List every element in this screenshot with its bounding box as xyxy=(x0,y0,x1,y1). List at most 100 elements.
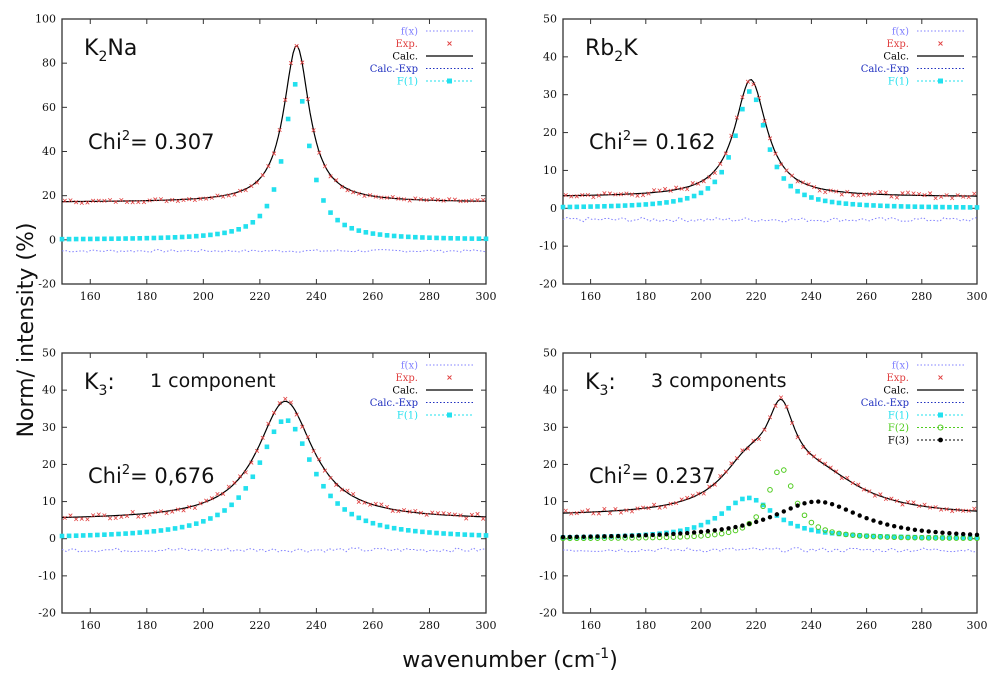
exp-point xyxy=(204,498,209,503)
exp-point xyxy=(696,181,701,186)
f2-point xyxy=(884,534,891,540)
f3-point xyxy=(740,523,745,528)
f1-point xyxy=(885,203,890,209)
f1-point xyxy=(307,457,312,462)
residual-series xyxy=(61,249,487,253)
exp-point xyxy=(867,192,872,197)
exp-point xyxy=(91,513,96,518)
f1-point xyxy=(967,535,973,541)
f1-point xyxy=(857,533,862,538)
f3-point xyxy=(602,534,607,539)
y-tick-label: 100 xyxy=(35,13,56,26)
f1-point xyxy=(299,99,305,104)
legend-label: Calc.-Exp xyxy=(370,64,418,75)
f1-point xyxy=(208,232,213,238)
exp-point xyxy=(475,511,480,517)
exp-point xyxy=(607,191,613,196)
exp-point xyxy=(447,511,452,517)
legend-marker xyxy=(447,412,452,418)
exp-point xyxy=(458,513,463,518)
x-tick-label: 260 xyxy=(362,619,383,632)
f1-point xyxy=(356,515,362,521)
exp-point xyxy=(905,190,911,195)
exp-point xyxy=(939,194,944,199)
f2-point xyxy=(843,531,849,538)
exp-point xyxy=(102,198,107,203)
x-tick-label: 280 xyxy=(911,619,932,632)
f1-point xyxy=(767,147,773,152)
chi-value: = 0.162 xyxy=(631,130,715,154)
exp-point xyxy=(288,60,294,66)
exp-point xyxy=(170,509,175,514)
f1-point xyxy=(222,230,227,236)
exp-point xyxy=(756,436,762,442)
exp-point xyxy=(834,189,839,194)
f1-point xyxy=(314,471,319,477)
f1-point xyxy=(123,531,128,536)
exp-point xyxy=(328,475,333,481)
exp-point xyxy=(209,496,214,501)
exp-point xyxy=(413,196,418,201)
exp-point xyxy=(260,173,265,178)
exp-point xyxy=(74,517,79,522)
x-tick-label: 200 xyxy=(691,290,712,303)
exp-point xyxy=(795,435,800,440)
panel-title: K2Na xyxy=(84,36,137,65)
chi-squared-label: Chi2= 0.162 xyxy=(589,129,715,154)
residual-series xyxy=(562,216,978,223)
legend-sample xyxy=(447,375,452,380)
panel-title-main: K xyxy=(585,370,600,395)
f1-point xyxy=(940,535,945,540)
residual-series xyxy=(562,547,978,553)
exp-point xyxy=(767,136,773,141)
f1-point xyxy=(186,523,192,528)
chi-text: Chi xyxy=(589,464,623,488)
legend-label: F(2) xyxy=(888,423,909,434)
legend-marker xyxy=(938,78,943,84)
f1-point xyxy=(158,528,164,533)
exp-point xyxy=(362,500,367,505)
exp-point xyxy=(762,427,767,432)
f1-point xyxy=(657,200,662,206)
chi-text: Chi xyxy=(88,464,122,488)
x-tick-label: 260 xyxy=(362,290,383,303)
chart-panel-4: -20 -10 0 10 20 30 40 50 160 180 200 220 240 260 280 30… xyxy=(539,347,987,633)
f3-point xyxy=(629,533,635,538)
exp-point xyxy=(729,461,734,466)
f1-point xyxy=(250,219,256,225)
exp-point xyxy=(817,458,822,463)
exp-point xyxy=(175,507,180,512)
f1-point xyxy=(391,525,397,531)
exp-point xyxy=(751,438,756,443)
y-tick-label: 0 xyxy=(49,532,56,545)
legend-label: Calc. xyxy=(883,52,909,63)
chi-text: Chi xyxy=(88,130,122,154)
f1-point xyxy=(257,460,263,465)
legend-label: Calc. xyxy=(392,52,418,63)
f3-point xyxy=(823,500,828,505)
exp-point xyxy=(596,193,601,198)
exp-point xyxy=(806,451,811,456)
exp-point xyxy=(651,502,657,507)
f1-point xyxy=(87,236,93,242)
f1-point xyxy=(201,233,206,238)
f1-point xyxy=(116,531,121,537)
x-tick-label: 160 xyxy=(580,290,601,303)
y-tick-label: 10 xyxy=(543,495,557,508)
legend-marker xyxy=(938,412,943,418)
exp-point xyxy=(933,505,938,510)
exp-point xyxy=(237,474,243,479)
exp-point xyxy=(718,161,723,166)
panel-title-sub: 2 xyxy=(98,49,107,65)
f1-point xyxy=(314,177,319,183)
exp-point xyxy=(158,509,164,514)
legend-label: f(x) xyxy=(401,361,418,372)
f1-point xyxy=(243,224,249,229)
f2-point xyxy=(939,535,946,541)
f1-point xyxy=(434,235,439,241)
f1-point xyxy=(960,205,966,210)
y-tick-label: 20 xyxy=(42,189,56,202)
exp-point xyxy=(198,501,203,506)
exp-point xyxy=(187,197,192,202)
calc-series xyxy=(62,44,486,203)
